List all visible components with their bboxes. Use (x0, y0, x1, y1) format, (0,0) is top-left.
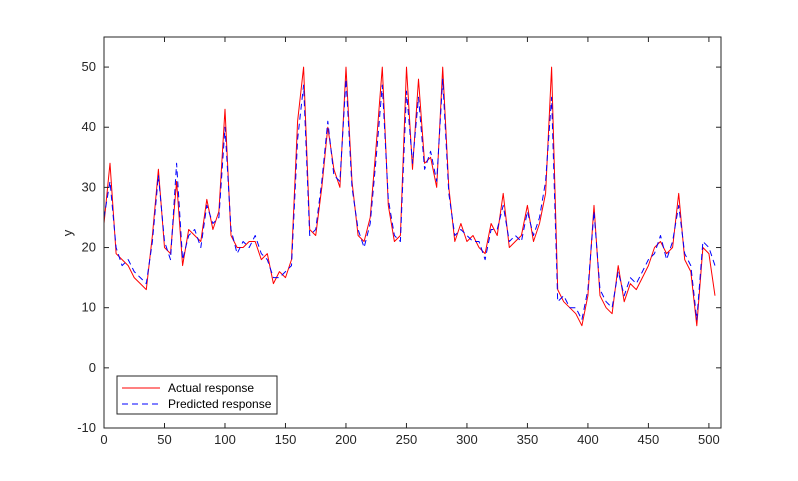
x-tick-label: 50 (157, 432, 171, 447)
x-tick-label: 400 (577, 432, 599, 447)
x-tick-label: 100 (214, 432, 236, 447)
series-predicted-response-line (103, 78, 716, 321)
plot-area (104, 37, 721, 428)
y-tick-label: 40 (82, 119, 96, 134)
y-tick-label: 50 (82, 59, 96, 74)
y-tick-label: 0 (89, 360, 96, 375)
x-tick-label: 350 (517, 432, 539, 447)
y-axis-label: y (60, 229, 75, 236)
y-tick-label: 20 (82, 240, 96, 255)
axes-box (103, 36, 722, 429)
y-tick-label: 30 (82, 179, 96, 194)
legend-box (116, 375, 278, 415)
y-tick-label: 10 (82, 300, 96, 315)
legend: Actual response Predicted response (116, 375, 278, 415)
series-actual-response-line (103, 66, 716, 327)
x-tick-label: 500 (698, 432, 720, 447)
x-tick-label: 0 (100, 432, 107, 447)
legend-label-predicted: Predicted response (168, 397, 272, 411)
y-tick-label: -10 (77, 420, 96, 435)
x-tick-label: 200 (335, 432, 357, 447)
x-tick-label: 150 (275, 432, 297, 447)
legend-label-actual: Actual response (168, 381, 254, 395)
x-tick-label: 450 (638, 432, 660, 447)
x-tick-label: 300 (456, 432, 478, 447)
x-tick-label: 250 (396, 432, 418, 447)
